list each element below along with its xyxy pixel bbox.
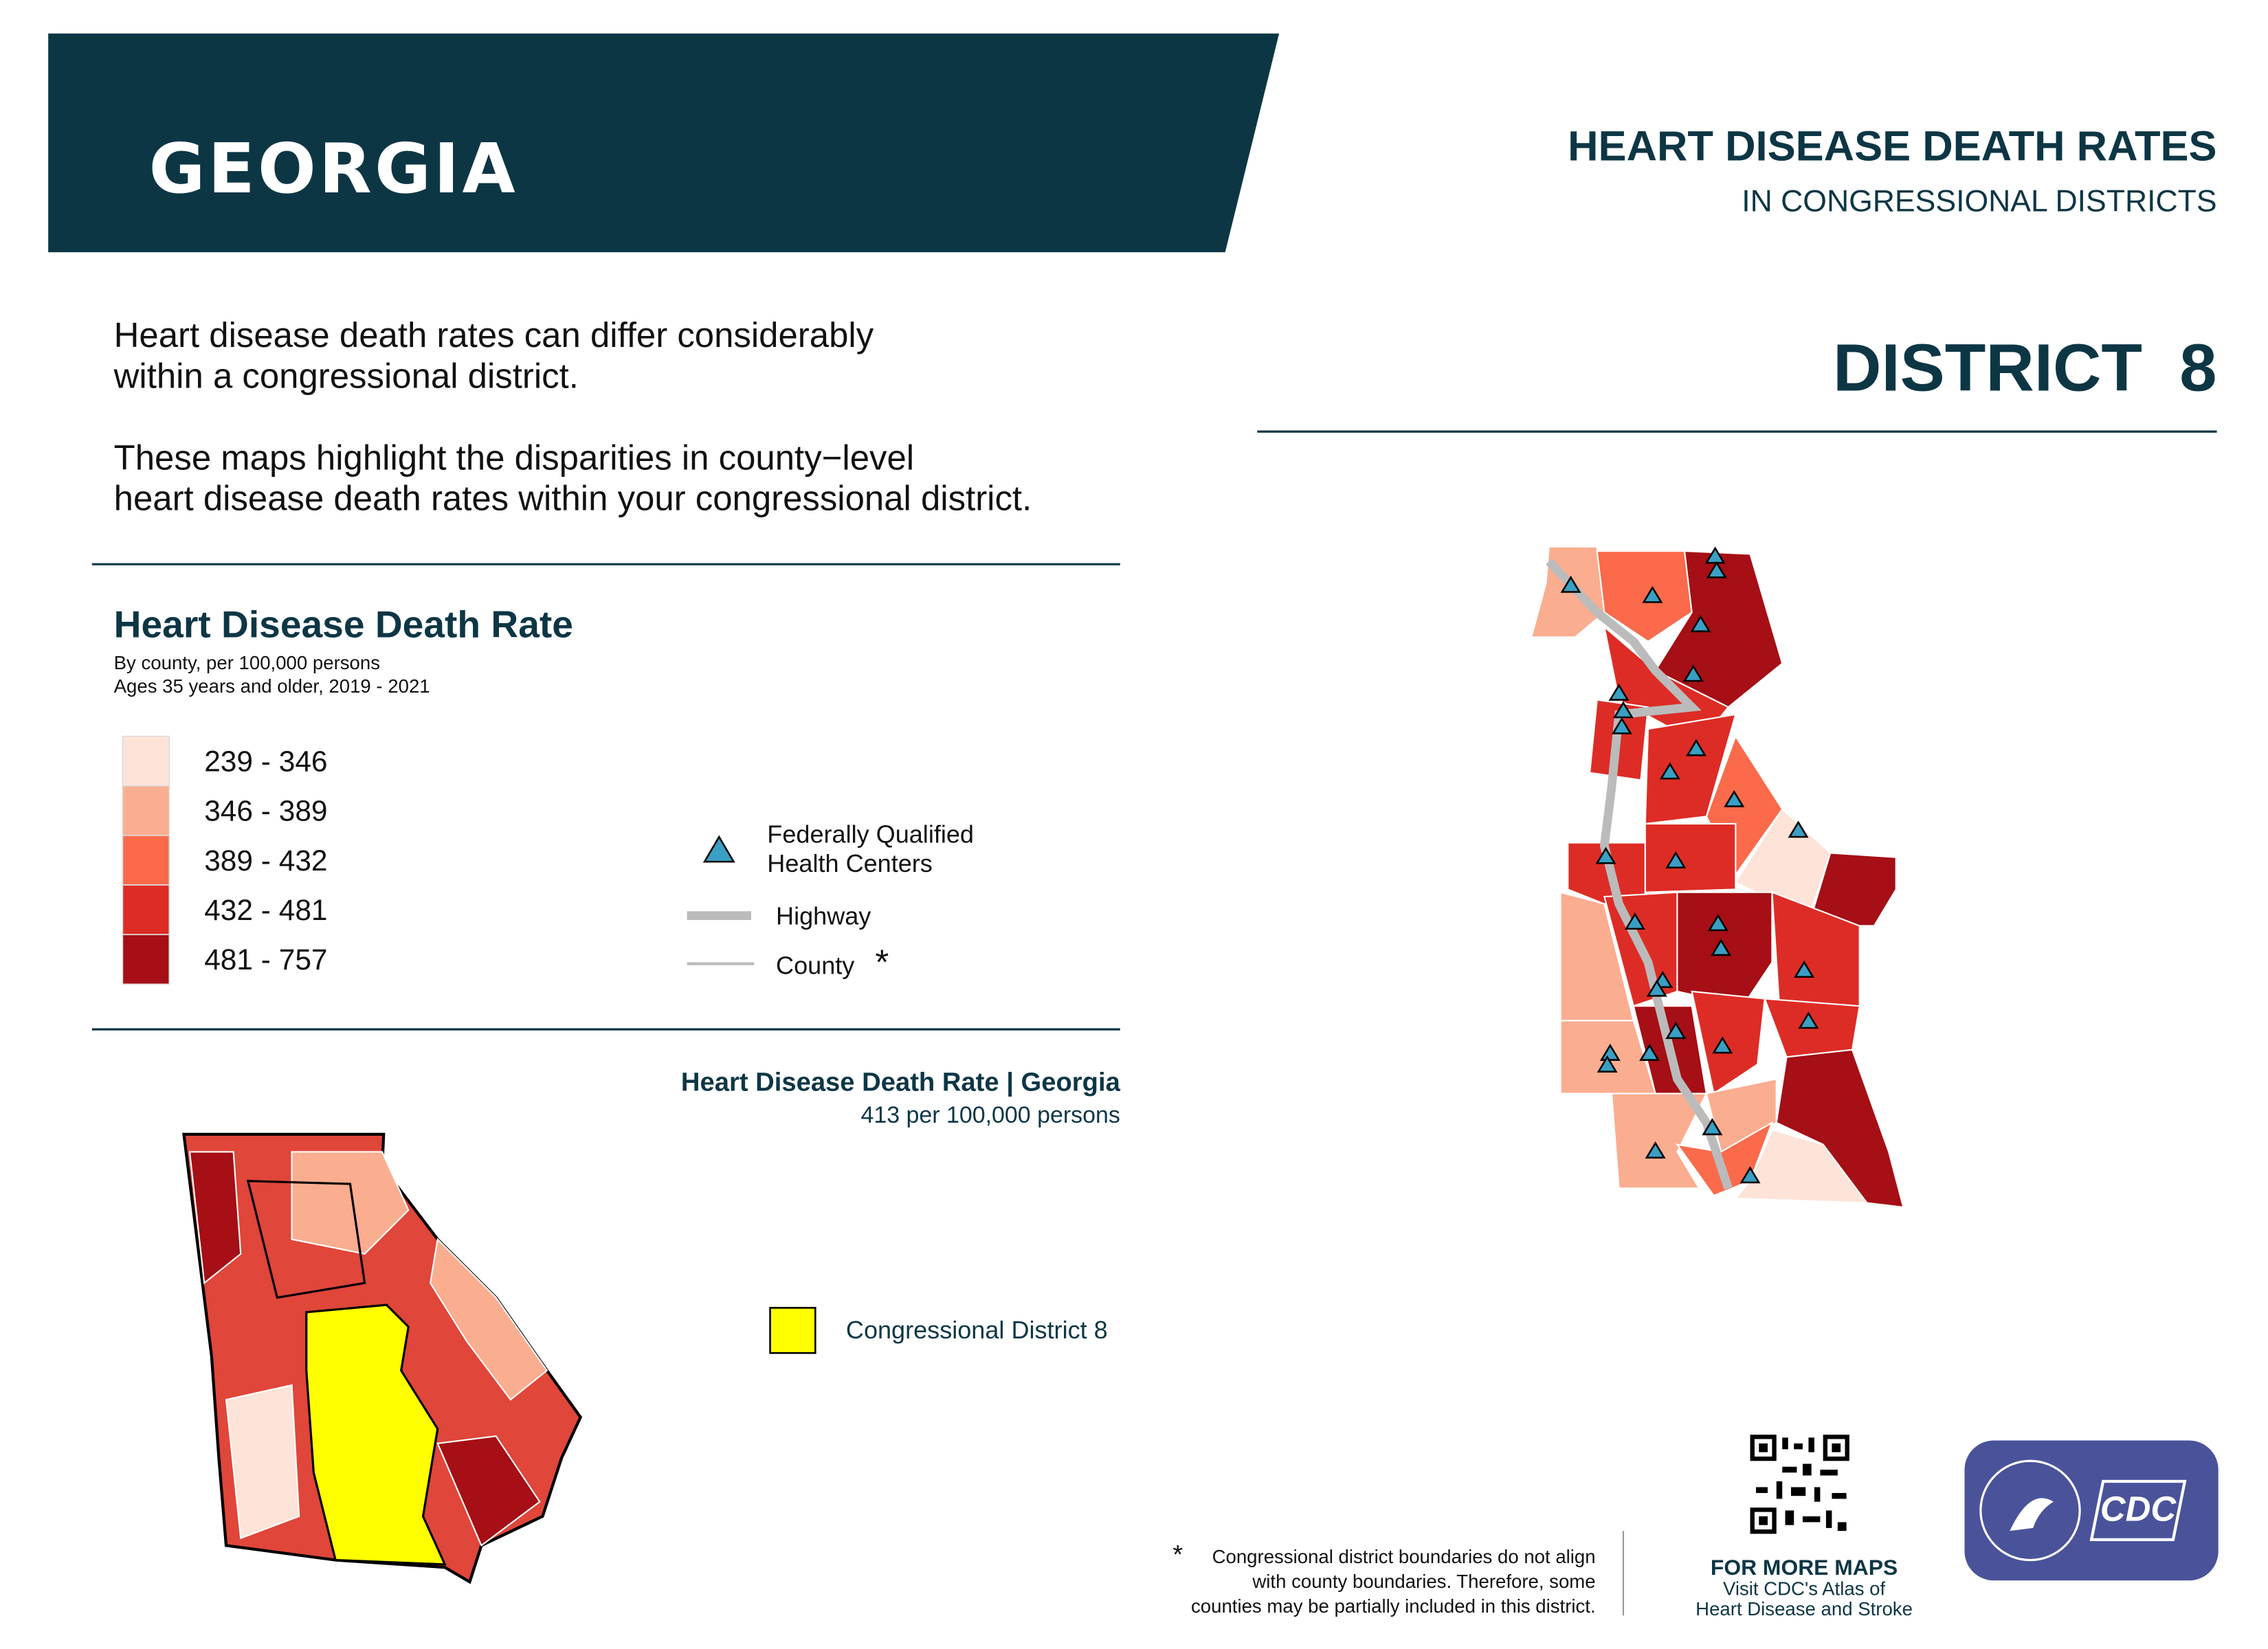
legend-class-label: 481 - 757 bbox=[204, 943, 327, 976]
district-8-area bbox=[305, 1303, 447, 1566]
county-area bbox=[436, 1435, 541, 1547]
header-band bbox=[48, 33, 1280, 253]
legend-label: Health Centers bbox=[767, 849, 933, 877]
district-legend-label: Congressional District 8 bbox=[846, 1316, 1108, 1344]
legend-swatch bbox=[122, 884, 170, 936]
subtitle: IN CONGRESSIONAL DISTRICTS bbox=[1742, 185, 2216, 218]
county-area bbox=[225, 1384, 300, 1540]
more-maps-text: Visit CDC's Atlas of bbox=[1723, 1578, 1886, 1599]
district-title: DISTRICT 8 bbox=[1833, 330, 2217, 405]
logo-box bbox=[1964, 1440, 2219, 1581]
district-swatch bbox=[769, 1307, 816, 1354]
footnote: Congressional district boundaries do not… bbox=[1212, 1546, 1596, 1567]
legend-subtitle: Ages 35 years and older, 2019 - 2021 bbox=[114, 675, 430, 697]
cdc-mark bbox=[2089, 1479, 2187, 1541]
legend-swatch bbox=[122, 835, 170, 886]
health-centers bbox=[1560, 546, 1819, 1184]
legend-note-mark: * bbox=[875, 943, 889, 982]
state-rate-value: 413 per 100,000 persons bbox=[860, 1102, 1120, 1128]
county-area bbox=[1596, 550, 1693, 642]
hhs-seal bbox=[1979, 1459, 2081, 1562]
state-rate-title: Heart Disease Death Rate | Georgia bbox=[681, 1067, 1121, 1097]
intro-text: within a congressional district. bbox=[113, 356, 579, 395]
state-map bbox=[182, 1132, 583, 1584]
health-center-symbol bbox=[702, 835, 735, 863]
legend-class-label: 239 - 346 bbox=[204, 745, 327, 778]
title: HEART DISEASE DEATH RATES bbox=[1568, 122, 2216, 170]
legend-label: Federally Qualified bbox=[767, 820, 974, 849]
legend-class-label: 432 - 481 bbox=[204, 894, 327, 926]
county-area bbox=[1644, 822, 1737, 893]
qr-code bbox=[1750, 1435, 1849, 1534]
county-area bbox=[1734, 1129, 1869, 1204]
state-name: GEORGIA bbox=[149, 128, 518, 209]
legend-label: Highway bbox=[776, 901, 871, 930]
legend-swatch bbox=[122, 934, 170, 985]
legend-subtitle: By county, per 100,000 persons bbox=[114, 652, 380, 673]
district-boundary bbox=[246, 1180, 366, 1299]
hhs-seal-mark bbox=[2010, 1498, 2054, 1532]
county-area bbox=[1775, 1048, 1904, 1209]
legend-swatch bbox=[122, 785, 170, 836]
highway bbox=[1546, 558, 1733, 1190]
legend-label: County bbox=[776, 952, 854, 980]
district-map bbox=[1530, 546, 1904, 1209]
more-maps-title: FOR MORE MAPS bbox=[1711, 1555, 1898, 1580]
footnote-mark: * bbox=[1172, 1540, 1183, 1569]
intro-text: Heart disease death rates can differ con… bbox=[114, 315, 874, 355]
county-area bbox=[430, 1237, 548, 1401]
legend-class-label: 389 - 432 bbox=[204, 844, 327, 877]
intro-text: These maps highlight the disparities in … bbox=[114, 438, 914, 477]
legend-class-label: 346 - 389 bbox=[204, 795, 327, 827]
more-maps-text: Heart Disease and Stroke bbox=[1696, 1598, 1913, 1619]
county-area bbox=[1691, 990, 1766, 1095]
footnote: with county boundaries. Therefore, some bbox=[1252, 1571, 1595, 1592]
county-area bbox=[291, 1151, 410, 1255]
legend-title: Heart Disease Death Rate bbox=[114, 603, 573, 645]
logo-text: CDC bbox=[2100, 1489, 2177, 1528]
county-area bbox=[188, 1151, 242, 1285]
intro-text: heart disease death rates within your co… bbox=[114, 479, 1032, 518]
legend-swatch bbox=[122, 735, 170, 787]
footnote: counties may be partially included in th… bbox=[1191, 1595, 1596, 1617]
